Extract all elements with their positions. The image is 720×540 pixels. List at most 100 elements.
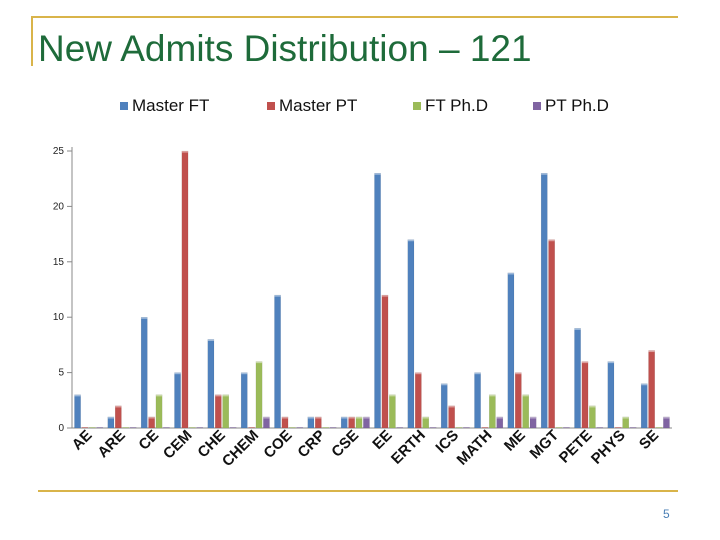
bar (574, 328, 581, 429)
y-tick-label: 20 (53, 201, 65, 212)
x-tick-label: CHEM (219, 427, 262, 470)
bar (463, 427, 470, 429)
bar-highlight (341, 416, 348, 419)
x-tick-label: CEM (160, 427, 196, 463)
bar (181, 150, 189, 429)
legend-swatch-ft-phd (413, 102, 421, 110)
x-tick-label: COE (260, 427, 295, 462)
legend-label-pt-phd: PT Ph.D (545, 96, 609, 115)
bar (240, 372, 248, 429)
bar (214, 394, 222, 429)
bar (489, 394, 496, 429)
bar (607, 361, 615, 429)
bar (422, 416, 430, 429)
y-tick-label: 25 (53, 146, 65, 157)
legend-swatch-master-ft (120, 102, 128, 110)
y-tick-label: 10 (53, 312, 65, 323)
bar-highlight (207, 339, 214, 341)
legend-label-master-pt: Master PT (279, 96, 358, 115)
bar-highlight (148, 416, 155, 419)
bar (429, 427, 437, 429)
legend-item-master-ft: Master FT (120, 96, 209, 116)
bar-highlight (215, 394, 222, 397)
bar-highlight (255, 361, 263, 364)
bar (107, 416, 115, 429)
bar-highlight (663, 416, 670, 419)
frame-left-accent (31, 16, 33, 66)
bar (307, 416, 315, 429)
bar (455, 427, 463, 429)
legend-label-ft-phd: FT Ph.D (425, 96, 488, 115)
bar-highlight (155, 394, 163, 397)
bar (289, 427, 296, 429)
bar (248, 427, 255, 429)
legend-item-ft-phd: FT Ph.D (413, 96, 488, 116)
bar-highlight (281, 416, 289, 419)
bar (329, 427, 337, 429)
bar-highlight (181, 151, 189, 153)
bar (207, 339, 215, 429)
bar-highlight (274, 295, 281, 297)
bar-highlight (348, 416, 355, 419)
bar (507, 272, 515, 429)
x-tick-label: MGT (527, 427, 563, 463)
bar (663, 416, 670, 429)
bar-highlight (222, 394, 229, 397)
bar-highlight (315, 416, 322, 419)
x-tick-label: PHYS (588, 427, 629, 468)
legend-item-master-pt: Master PT (267, 96, 357, 116)
bar (340, 416, 348, 429)
bar-highlight (489, 394, 496, 397)
bar-highlight (174, 372, 181, 375)
bar-highlight (381, 295, 389, 297)
bar-highlight (581, 361, 589, 364)
bar (540, 172, 548, 429)
bar (174, 372, 181, 429)
bar (155, 394, 163, 429)
bar (189, 427, 196, 429)
bar-highlight (307, 416, 314, 419)
bar-highlight (115, 405, 122, 408)
bar-highlight (641, 383, 648, 386)
y-tick-label: 5 (58, 368, 64, 379)
bar (222, 394, 230, 429)
x-tick-label: AE (69, 427, 96, 454)
bar (415, 372, 422, 429)
bar-highlight (141, 317, 148, 319)
bar-highlight (530, 416, 537, 419)
bar (529, 416, 537, 429)
bar (481, 427, 489, 429)
y-tick-label: 15 (53, 257, 65, 268)
bar (589, 405, 596, 429)
bar-highlight (496, 416, 503, 419)
bar (322, 427, 330, 429)
x-tick-label: ARE (94, 427, 128, 461)
x-tick-label: CRP (294, 427, 328, 461)
legend-label-master-ft: Master FT (132, 96, 210, 115)
bar (622, 416, 629, 429)
page-number: 5 (663, 507, 670, 521)
y-tick-label: 0 (58, 423, 64, 434)
x-tick-label: ERTH (388, 427, 429, 468)
bar (81, 427, 89, 429)
bar-highlight (74, 394, 81, 397)
bar (148, 416, 155, 429)
bar (129, 427, 137, 429)
x-tick-label: SE (636, 427, 662, 453)
bar-highlight (474, 372, 481, 375)
bar-highlight (263, 416, 270, 419)
bar-highlight (422, 416, 429, 419)
bar (122, 427, 129, 429)
bar (440, 383, 448, 429)
bar-highlight (522, 394, 529, 397)
bar (381, 294, 389, 429)
bar (655, 427, 663, 429)
bar-highlight (363, 416, 370, 419)
bar (89, 427, 96, 429)
legend-swatch-pt-phd (533, 102, 541, 110)
bar-highlight (574, 328, 581, 330)
bar (596, 427, 604, 429)
bar-highlight (507, 272, 514, 275)
bar (407, 239, 415, 429)
bar-highlight (548, 239, 555, 242)
